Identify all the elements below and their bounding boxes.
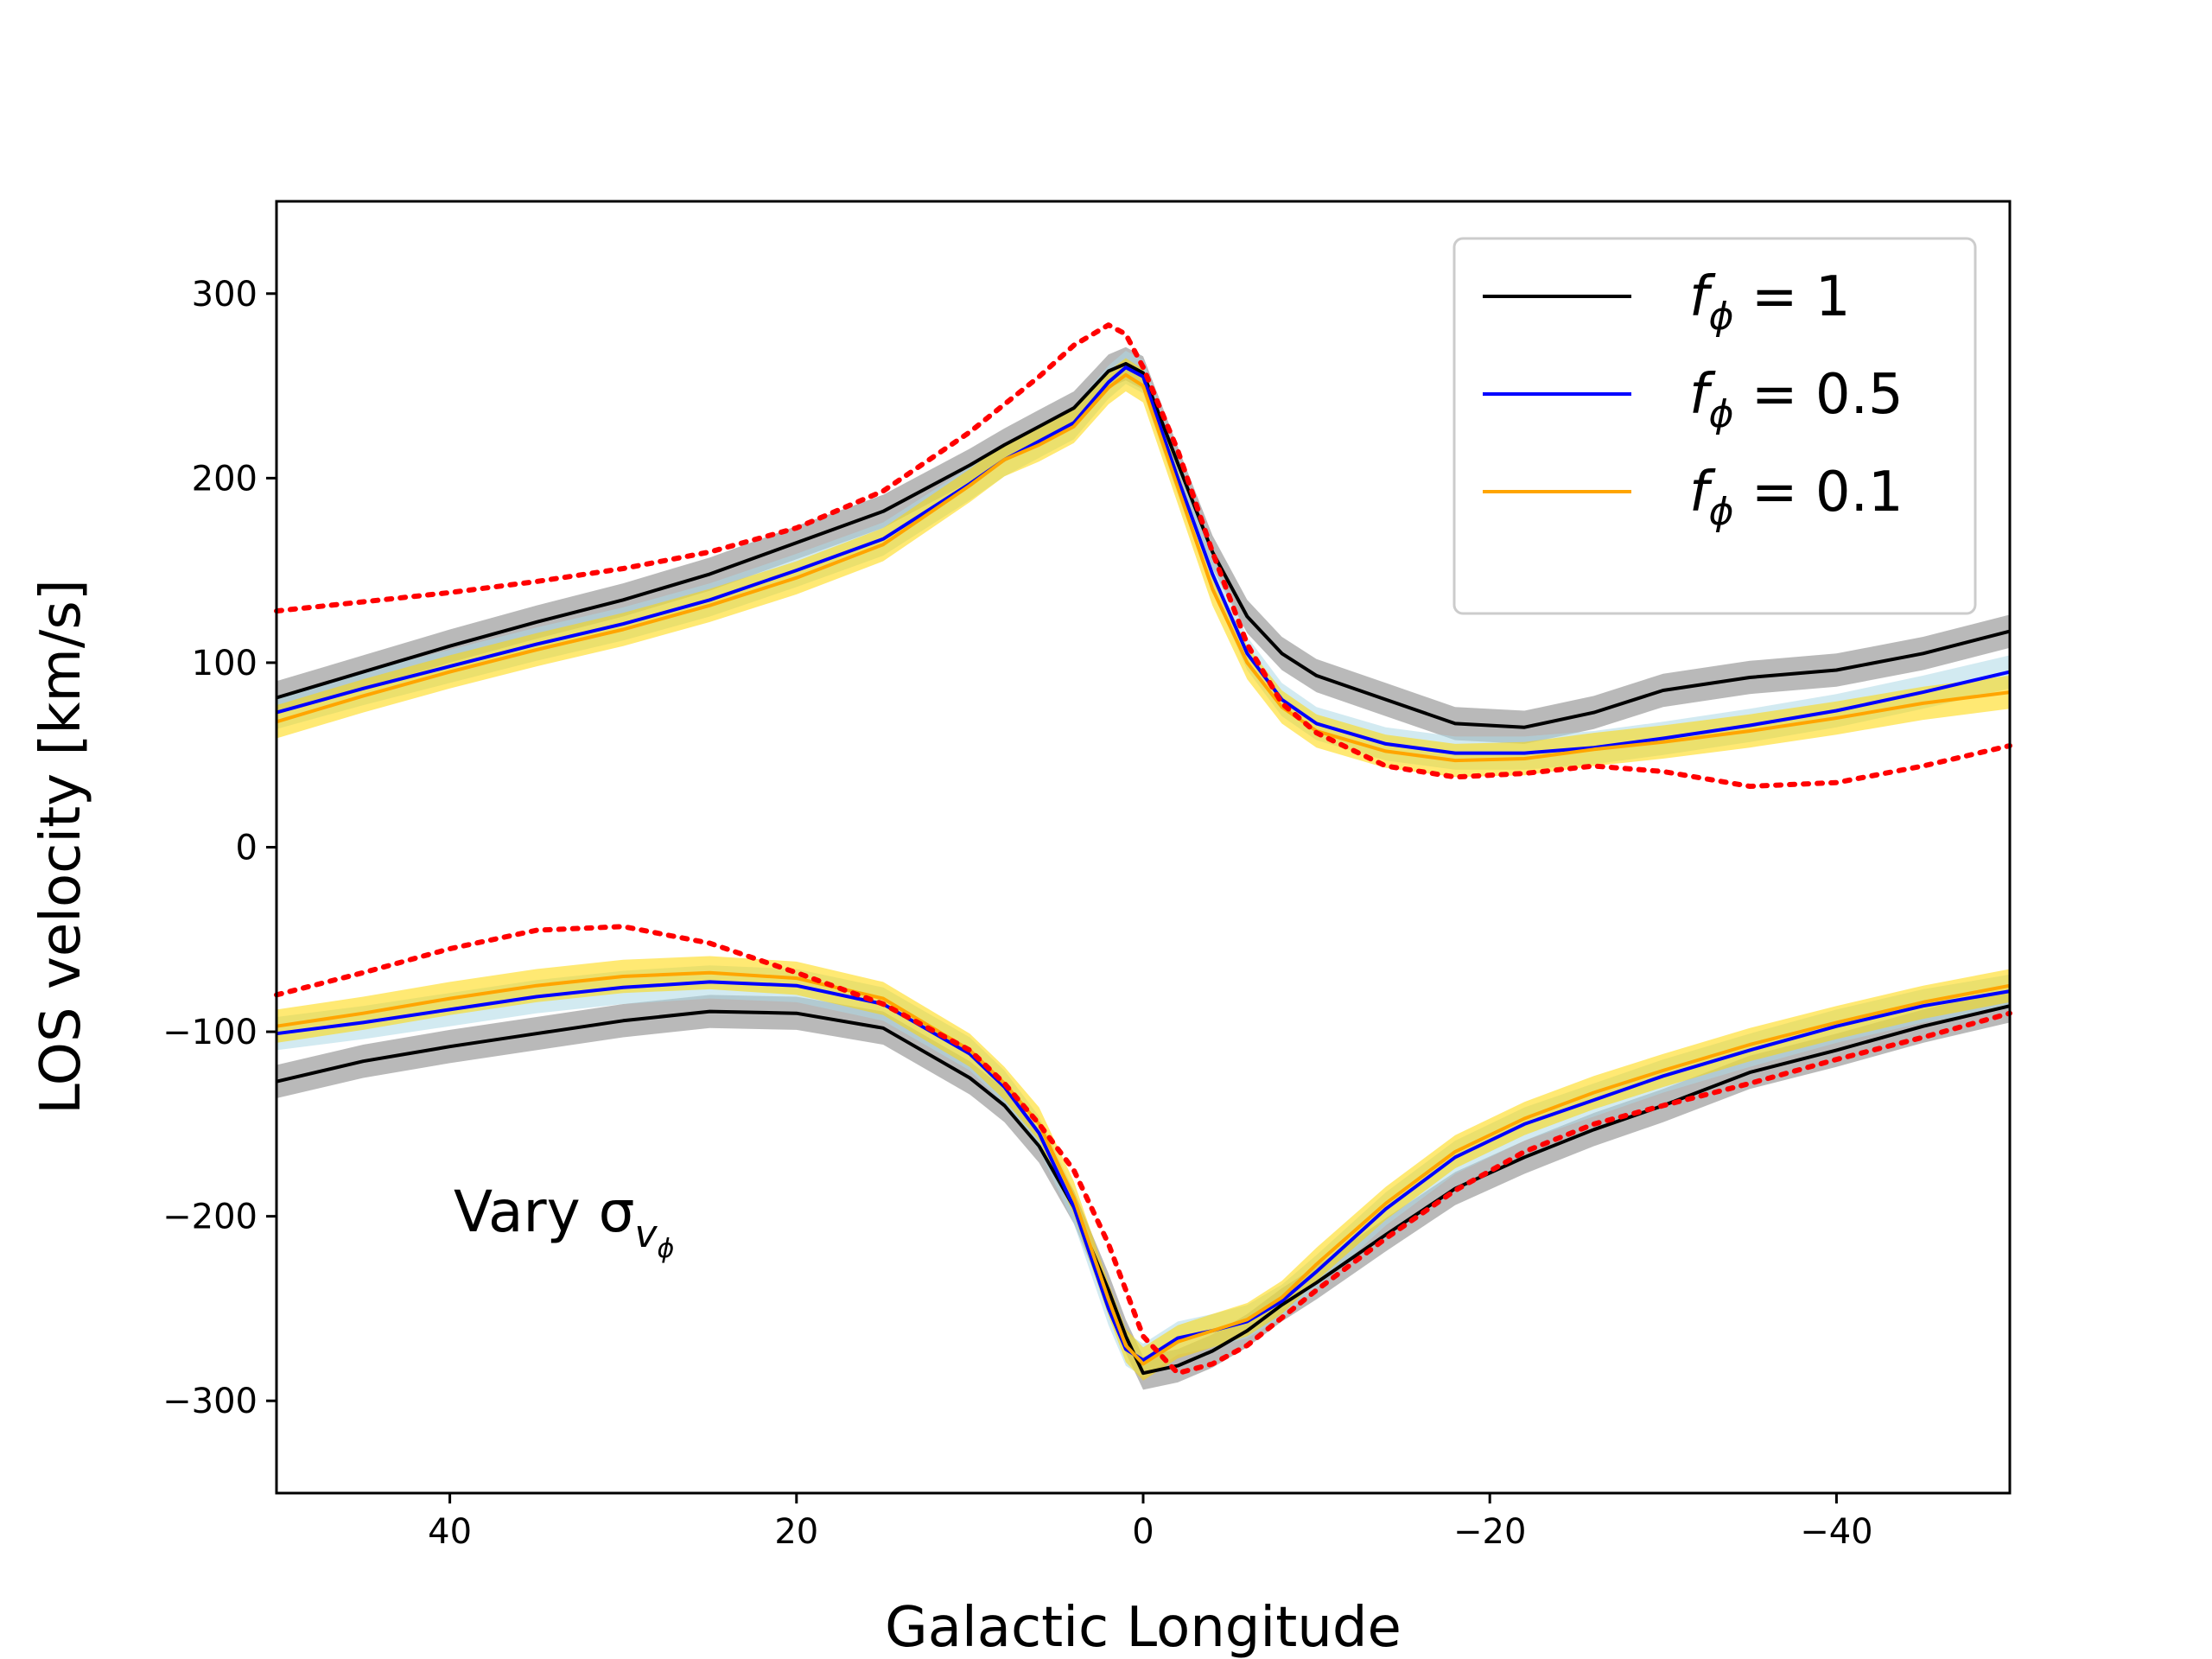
series-1-upper-line (276, 365, 2011, 755)
y-axis-ticks: 300 200 100 0 −100 −200 −300 (162, 275, 276, 1421)
series-0-lower-line (276, 1004, 2011, 1376)
legend-box (1452, 237, 1977, 615)
x-axis-label: Galactic Longitude (885, 1596, 1402, 1659)
annotation-text: Vary σvϕ (454, 1179, 674, 1264)
y-axis-label: LOS velocity [km/s] (29, 579, 93, 1114)
y-tick-label: −100 (162, 1013, 257, 1052)
series-2-lower-line (276, 970, 2011, 1366)
series-3-upper-line (274, 322, 2012, 789)
x-tick-label: −20 (1453, 1512, 1526, 1552)
legend: fϕ = 1 fϕ = 0.5 fϕ = 0.1 (1452, 237, 1977, 615)
y-tick-label: 300 (192, 275, 257, 315)
series-lines (274, 322, 2012, 1376)
y-tick-label: 100 (192, 644, 257, 683)
legend-entry-label: fϕ = 1 (1689, 265, 1851, 339)
series-2-upper-line (276, 372, 2011, 763)
series-3-lower-line (274, 924, 2012, 1376)
x-axis-ticks: 40 20 0 −20 −40 (428, 1493, 1873, 1552)
y-tick-label: 0 (236, 829, 257, 868)
x-tick-label: 0 (1132, 1512, 1154, 1552)
y-tick-label: −200 (162, 1198, 257, 1237)
series-0-upper-line (276, 361, 2011, 729)
legend-entry-label: fϕ = 0.5 (1689, 363, 1904, 436)
x-tick-label: −40 (1800, 1512, 1872, 1552)
y-tick-label: 200 (192, 459, 257, 499)
series-1-lower-line (276, 980, 2011, 1363)
legend-entry-label: fϕ = 0.1 (1689, 461, 1904, 534)
x-tick-label: 20 (774, 1512, 818, 1552)
y-tick-label: −300 (162, 1382, 257, 1421)
x-tick-label: 40 (428, 1512, 472, 1552)
